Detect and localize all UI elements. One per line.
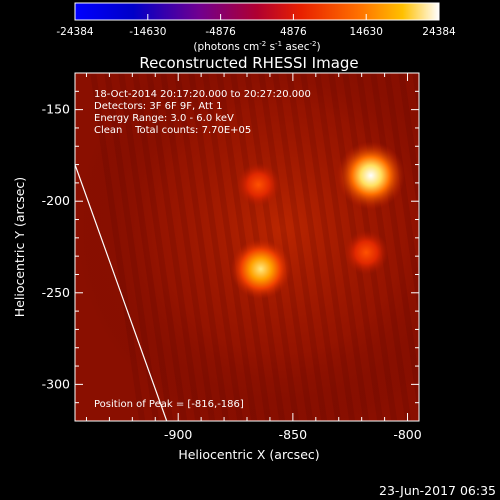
source-blob [236, 162, 281, 207]
source-blob [336, 141, 405, 210]
x-tick-label: -800 [393, 427, 421, 442]
image-area [75, 73, 495, 421]
colorbar-tick-label: 4876 [280, 26, 307, 38]
colorbar-unit: (photons cm-2 s-1 asec-2) [193, 40, 320, 53]
ripple-stripe [258, 73, 314, 421]
y-tick-label: -150 [42, 102, 70, 117]
info-line-3: Energy Range: 3.0 - 6.0 keV [94, 113, 234, 124]
colorbar-bar [74, 2, 440, 21]
x-axis-label: Heliocentric X (arcsec) [178, 447, 319, 462]
ripple-stripe [286, 73, 342, 421]
ripple-stripe [440, 73, 495, 421]
ripple-stripe [90, 73, 146, 421]
info-line-4: Clean Total counts: 7.70E+05 [94, 125, 251, 136]
ripple-stripe [426, 73, 481, 421]
ripple-stripe [188, 73, 244, 421]
y-tick-label: -200 [42, 193, 70, 208]
ripple-stripe [118, 73, 174, 421]
source-blob [344, 230, 389, 275]
info-line-2: Detectors: 3F 6F 9F, Att 1 [94, 101, 222, 112]
x-tick-label: -900 [164, 427, 192, 442]
ripple-stripe [202, 73, 258, 421]
ripple-stripe [174, 73, 230, 421]
y-tick-label: -250 [42, 285, 70, 300]
info-line-1: 18-Oct-2014 20:17:20.000 to 20:27:20.000 [94, 89, 311, 100]
source-blob [230, 238, 291, 299]
ripple-stripe [300, 73, 356, 421]
image-ripples [90, 73, 495, 421]
y-axis-label: Heliocentric Y (arcsec) [12, 177, 27, 317]
colorbar-tick-label: -24384 [56, 26, 94, 38]
ripple-stripe [272, 73, 328, 421]
x-tick-label: -850 [279, 427, 307, 442]
y-tick-label: -300 [42, 376, 70, 391]
colorbar-tick-label: -14630 [129, 26, 166, 38]
footer-date: 23-Jun-2017 06:35 [379, 483, 496, 498]
y-axis-ticks: -300 -250 -200 -150 [42, 72, 419, 422]
sources [230, 141, 405, 299]
x-axis-ticks: -900 -850 -800 [85, 73, 422, 442]
ripple-stripe [314, 73, 370, 421]
limb-line [75, 164, 168, 421]
info-block: 18-Oct-2014 20:17:20.000 to 20:27:20.000… [94, 89, 311, 136]
colorbar: -24384 -14630 -4876 4876 14630 24384 (photons… [56, 2, 456, 53]
colorbar-tick-label: -4876 [205, 26, 236, 38]
ripple-stripe [104, 73, 160, 421]
ripple-stripe [160, 73, 216, 421]
colorbar-ticks: -24384 -14630 -4876 4876 14630 24384 [56, 14, 456, 38]
ripple-stripe [398, 73, 419, 421]
colorbar-tick-label: 24384 [422, 26, 456, 38]
peak-position-label: Position of Peak = [-816,-186] [94, 399, 244, 410]
ripple-stripe [132, 73, 188, 421]
chart-title: Reconstructed RHESSI Image [139, 54, 358, 72]
colorbar-tick-label: 14630 [349, 26, 382, 38]
ripple-stripe [146, 73, 202, 421]
ripple-stripe [412, 73, 419, 421]
